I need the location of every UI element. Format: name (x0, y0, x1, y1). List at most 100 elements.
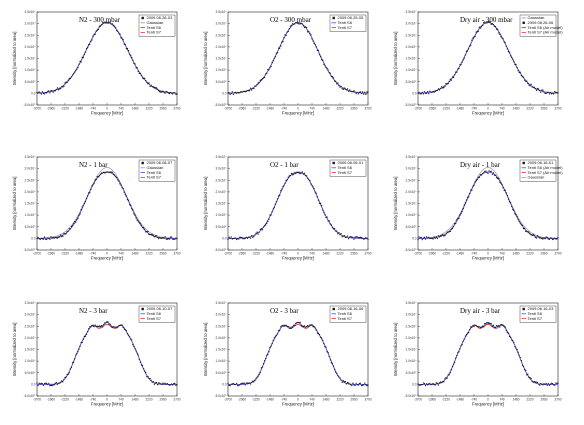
data-point (154, 235, 157, 237)
y-tick-label: 5.0x10⁵ (216, 371, 228, 375)
data-point (434, 384, 436, 386)
x-tick-label: -2220 (252, 107, 260, 111)
series-line-tenti-s7 (418, 171, 558, 239)
chart-panel-8: O2 - 3 bar -5.0x10⁵ 0.0 5.0x10⁵ 1.0x10⁴ 1.5x1… (203, 301, 372, 406)
series-line-tenti-s7 (228, 323, 368, 385)
data-point (325, 216, 327, 219)
data-point (66, 81, 68, 83)
data-point (498, 324, 500, 327)
data-point (175, 93, 177, 95)
data-point (69, 228, 72, 230)
data-point (442, 380, 444, 383)
data-point (449, 78, 451, 80)
data-point (140, 224, 143, 226)
data-point (351, 384, 353, 387)
legend-entry: Tenti S7 (338, 316, 353, 321)
data-point (488, 322, 490, 325)
measured-points (227, 21, 369, 96)
data-point (361, 237, 364, 239)
data-point (438, 89, 441, 91)
data-point (417, 92, 419, 94)
data-point (514, 213, 516, 215)
data-point (445, 233, 447, 235)
data-point (490, 23, 492, 26)
x-tick-label: -2220 (442, 398, 450, 402)
data-point (541, 89, 543, 91)
data-point (546, 92, 548, 94)
data-point (331, 227, 334, 229)
data-point (112, 24, 115, 26)
data-point (531, 380, 533, 383)
data-point (144, 228, 146, 230)
y-tick-label: 0.0 (412, 236, 417, 240)
data-point (322, 209, 324, 211)
x-tick-label: -1480 (266, 252, 274, 256)
y-tick-label: 2.0x10⁴ (406, 336, 418, 340)
data-point (145, 371, 147, 374)
data-point (117, 30, 119, 33)
data-point (417, 238, 419, 241)
data-point (330, 224, 333, 226)
data-point (442, 233, 444, 236)
data-point (328, 355, 330, 358)
data-point (158, 237, 160, 240)
data-point (349, 383, 351, 385)
data-point (246, 89, 249, 92)
data-point (508, 52, 511, 54)
y-tick-label: -5.0x10⁵ (405, 103, 418, 107)
data-point (125, 48, 128, 50)
data-point (136, 352, 138, 354)
y-tick-label: 5.0x10⁵ (406, 225, 418, 229)
data-point (126, 198, 129, 201)
data-point (243, 238, 245, 240)
data-point (424, 238, 427, 240)
data-point (72, 361, 75, 363)
y-tick-label: 0.0 (31, 382, 36, 386)
data-point (303, 26, 306, 29)
data-point (327, 220, 329, 222)
data-point (331, 75, 334, 78)
chart-title: O2 - 3 bar (270, 307, 299, 315)
data-point (536, 87, 539, 90)
data-point (329, 72, 331, 74)
y-axis-label: Intensity [normalized to area] (12, 323, 17, 377)
y-tick-label: 1.0x10⁴ (25, 68, 37, 72)
data-point (147, 375, 149, 378)
data-point (509, 55, 512, 57)
data-point (135, 67, 137, 69)
legend-entry: 2009.06.08-07 (147, 160, 174, 165)
data-point (487, 20, 489, 23)
x-tick-label: -740 (90, 107, 97, 111)
data-point (97, 28, 100, 30)
data-point (506, 194, 509, 197)
data-point (124, 194, 126, 196)
data-point (42, 384, 45, 386)
data-point (295, 322, 297, 325)
data-point (260, 367, 263, 369)
data-point (98, 175, 101, 177)
data-point (231, 91, 233, 93)
data-point (361, 91, 364, 93)
data-point (249, 87, 252, 89)
data-point (530, 83, 532, 85)
data-point (358, 91, 361, 93)
data-point (174, 92, 176, 94)
data-point (289, 174, 292, 177)
data-point (424, 92, 427, 94)
data-point (512, 340, 514, 342)
data-point (551, 238, 554, 241)
data-point (44, 382, 47, 384)
data-point (111, 171, 114, 173)
data-point (458, 351, 460, 353)
y-axis-label: Intensity [normalized to area] (203, 32, 208, 86)
data-point (90, 41, 92, 43)
data-point (449, 372, 451, 374)
data-point (511, 205, 513, 208)
x-tick-label: -3700 (414, 398, 422, 402)
data-point (484, 323, 486, 325)
y-tick-label: 3.5x10⁴ (216, 10, 228, 14)
data-point (147, 230, 149, 233)
data-point (163, 91, 165, 94)
